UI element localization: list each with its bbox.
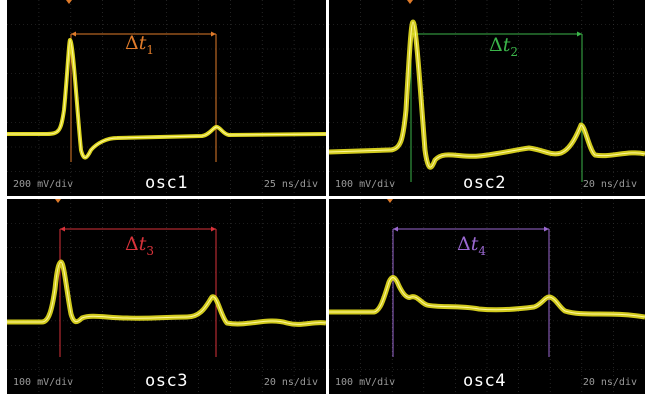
osc1-time-scale: 25 ns/div xyxy=(263,179,318,190)
osc1-markers xyxy=(70,31,217,162)
osc1-volt-scale: 200 mV/div xyxy=(13,179,74,190)
osc4-trigger-marker xyxy=(387,199,393,203)
osc4-label: osc4 xyxy=(463,371,506,391)
oscilloscope-panel-osc1: Δt1 200 mV/div osc1 25 ns/div xyxy=(7,0,326,196)
osc4-delta-label: Δt4 xyxy=(457,233,487,258)
osc3-trigger-marker xyxy=(55,199,61,203)
osc3-volt-scale: 100 mV/div xyxy=(13,377,74,388)
oscilloscope-panel-osc2: Δt2 100 mV/div osc2 20 ns/div xyxy=(329,0,645,196)
osc3-plot xyxy=(7,199,326,394)
osc3-grid xyxy=(7,199,326,394)
osc4-arrow-right xyxy=(544,226,549,232)
osc2-delta-label: Δt2 xyxy=(489,34,519,59)
osc1-label: osc1 xyxy=(145,173,188,193)
osc2-plot xyxy=(329,0,645,196)
osc4-time-scale: 20 ns/div xyxy=(582,377,637,388)
osc2-arrow-right xyxy=(577,31,582,37)
oscilloscope-panel-osc4: Δt4 100 mV/div osc4 20 ns/div xyxy=(329,199,645,394)
oscilloscope-panel-osc3: Δt3 100 mV/div osc3 20 ns/div xyxy=(7,199,326,394)
osc3-arrow-left xyxy=(60,226,65,232)
osc2-label: osc2 xyxy=(463,173,506,193)
osc3-time-scale: 20 ns/div xyxy=(263,377,318,388)
osc1-arrow-right xyxy=(211,31,216,37)
osc2-time-scale: 20 ns/div xyxy=(582,179,637,190)
osc3-arrow-right xyxy=(211,226,216,232)
osc4-plot xyxy=(329,199,645,394)
osc2-grid xyxy=(329,0,645,196)
osc3-label: osc3 xyxy=(145,371,188,391)
osc4-volt-scale: 100 mV/div xyxy=(335,377,396,388)
osc1-grid xyxy=(7,0,326,196)
osc3-markers xyxy=(59,226,217,357)
osc1-delta-label: Δt1 xyxy=(125,32,155,57)
osc2-trace xyxy=(329,19,645,170)
osc4-grid xyxy=(329,199,645,394)
osc4-arrow-left xyxy=(393,226,398,232)
osc1-plot xyxy=(7,0,326,196)
osc1-arrow-left xyxy=(71,31,76,37)
osc3-delta-label: Δt3 xyxy=(125,233,155,258)
osc2-volt-scale: 100 mV/div xyxy=(335,179,396,190)
osc4-markers xyxy=(392,226,550,357)
osc2-trigger-marker xyxy=(407,0,413,4)
osc1-trigger-marker xyxy=(66,0,72,4)
osc1-trace xyxy=(7,38,326,160)
